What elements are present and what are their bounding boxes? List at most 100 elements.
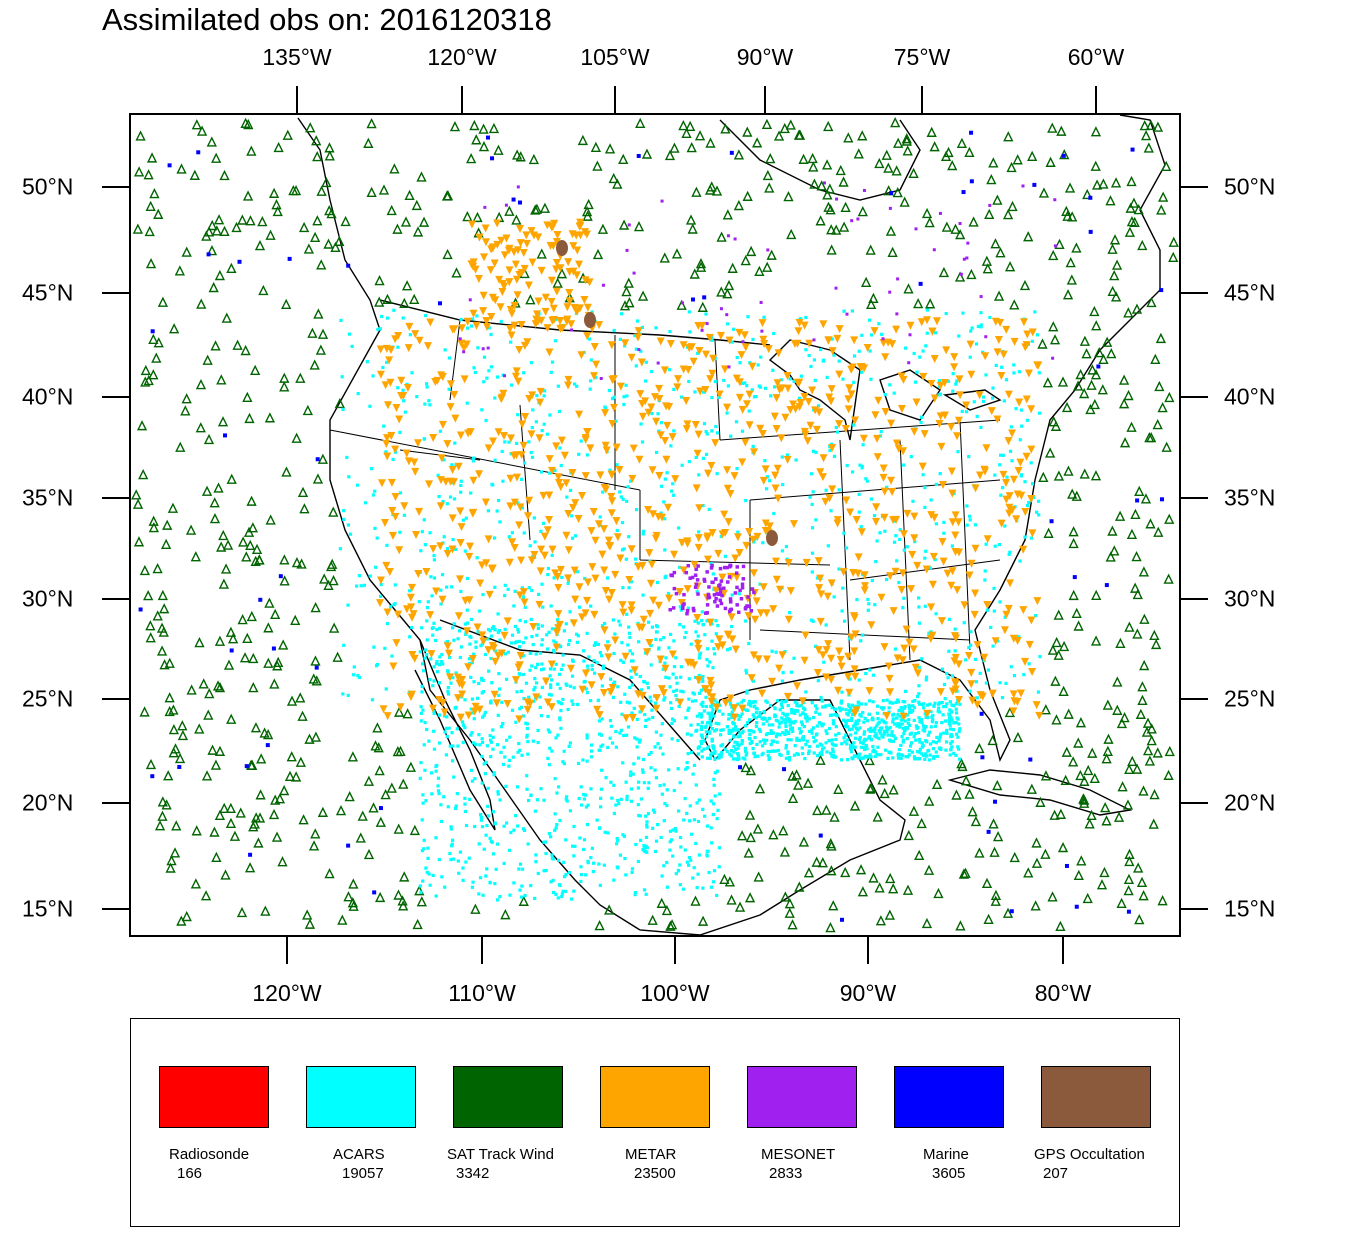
obs-marker (813, 378, 817, 383)
obs-marker (348, 532, 353, 536)
obs-marker (504, 205, 515, 216)
obs-marker (778, 708, 782, 712)
obs-marker (274, 793, 286, 804)
obs-marker (421, 879, 425, 883)
obs-marker (480, 737, 484, 741)
obs-marker (619, 608, 628, 617)
obs-marker (255, 789, 266, 800)
obs-marker (678, 781, 682, 785)
obs-marker (562, 749, 566, 753)
obs-marker (368, 404, 372, 408)
obs-marker (956, 757, 967, 769)
obs-marker (871, 673, 876, 677)
obs-marker (1133, 204, 1144, 215)
obs-marker (439, 803, 443, 807)
obs-marker (897, 372, 906, 381)
obs-marker (507, 535, 511, 539)
obs-marker (729, 607, 734, 612)
obs-marker (437, 494, 441, 499)
obs-marker (536, 626, 540, 631)
obs-marker (853, 148, 864, 159)
obs-marker (921, 917, 933, 929)
obs-marker (472, 652, 476, 656)
obs-marker (469, 675, 473, 679)
obs-marker (852, 516, 861, 525)
obs-marker (762, 710, 766, 715)
obs-marker (509, 451, 518, 460)
obs-marker (708, 529, 717, 538)
obs-marker (611, 695, 616, 700)
obs-marker (627, 545, 636, 554)
obs-marker (722, 209, 733, 220)
obs-marker (586, 444, 595, 453)
obs-marker (1123, 873, 1135, 884)
obs-marker (547, 831, 551, 836)
obs-marker (1058, 640, 1070, 652)
obs-marker (378, 806, 383, 811)
obs-marker (719, 752, 723, 756)
obs-marker (597, 223, 609, 234)
obs-marker (815, 408, 824, 417)
obs-marker (279, 784, 290, 796)
obs-marker (489, 699, 493, 703)
obs-marker (1019, 606, 1028, 615)
obs-marker (857, 510, 861, 514)
obs-marker (658, 783, 662, 788)
obs-marker (1101, 753, 1112, 764)
obs-marker (495, 275, 504, 284)
obs-marker (569, 242, 578, 251)
obs-marker (499, 725, 503, 729)
obs-marker (625, 733, 629, 737)
obs-marker (558, 716, 562, 720)
obs-marker (792, 379, 796, 383)
obs-marker (503, 627, 507, 631)
obs-marker (870, 578, 874, 583)
obs-marker (640, 440, 645, 444)
obs-marker (1028, 529, 1037, 538)
obs-marker (761, 738, 766, 742)
obs-marker (924, 715, 928, 719)
obs-marker (695, 257, 707, 269)
obs-marker (248, 681, 259, 693)
obs-marker (464, 711, 473, 720)
obs-marker (609, 724, 613, 728)
obs-marker (485, 744, 489, 748)
obs-marker (701, 886, 705, 890)
obs-marker (220, 869, 231, 880)
obs-marker (908, 805, 920, 816)
obs-marker (822, 181, 826, 185)
obs-marker (812, 804, 823, 816)
obs-marker (1009, 425, 1013, 429)
obs-marker (930, 720, 935, 724)
obs-marker (822, 646, 831, 655)
obs-marker (645, 638, 654, 647)
hudson-coast (719, 119, 921, 201)
obs-marker (842, 309, 846, 313)
obs-marker (855, 722, 859, 726)
obs-marker (478, 140, 490, 152)
obs-marker (431, 626, 435, 630)
obs-marker (471, 711, 475, 715)
left-lat-label: 20°N (22, 789, 74, 816)
obs-marker (599, 787, 604, 791)
obs-marker (169, 323, 180, 334)
obs-marker (914, 849, 925, 861)
obs-marker (950, 740, 954, 744)
obs-marker (138, 607, 143, 612)
obs-marker (1012, 673, 1017, 678)
obs-marker (700, 749, 704, 753)
obs-marker (942, 520, 946, 525)
obs-marker (899, 718, 903, 722)
obs-marker (863, 716, 867, 720)
obs-marker (386, 346, 395, 355)
obs-marker (1003, 615, 1007, 619)
obs-marker (476, 346, 480, 350)
mesonet-swatch (747, 1066, 857, 1128)
obs-marker (663, 517, 667, 521)
obs-marker (375, 891, 386, 903)
obs-marker (579, 873, 583, 877)
obs-marker (765, 152, 776, 164)
obs-marker (540, 551, 549, 560)
obs-marker (527, 695, 531, 699)
obs-marker (812, 740, 816, 744)
